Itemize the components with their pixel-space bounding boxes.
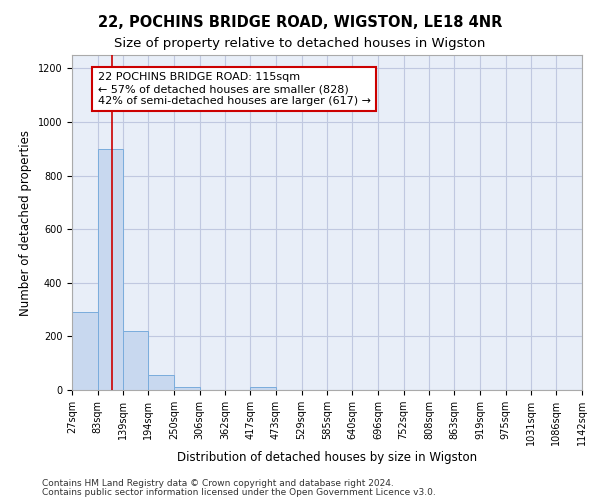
Y-axis label: Number of detached properties: Number of detached properties [19,130,32,316]
Text: Contains public sector information licensed under the Open Government Licence v3: Contains public sector information licen… [42,488,436,497]
Text: Size of property relative to detached houses in Wigston: Size of property relative to detached ho… [115,38,485,51]
Text: Contains HM Land Registry data © Crown copyright and database right 2024.: Contains HM Land Registry data © Crown c… [42,479,394,488]
Text: 22, POCHINS BRIDGE ROAD, WIGSTON, LE18 4NR: 22, POCHINS BRIDGE ROAD, WIGSTON, LE18 4… [98,15,502,30]
X-axis label: Distribution of detached houses by size in Wigston: Distribution of detached houses by size … [177,450,477,464]
Bar [148,376,174,390]
Text: 22 POCHINS BRIDGE ROAD: 115sqm
← 57% of detached houses are smaller (828)
42% of: 22 POCHINS BRIDGE ROAD: 115sqm ← 57% of … [98,72,371,106]
Bar [98,149,123,390]
Bar [72,312,98,390]
Bar [250,388,276,390]
Bar [174,388,200,390]
Bar [123,331,148,390]
